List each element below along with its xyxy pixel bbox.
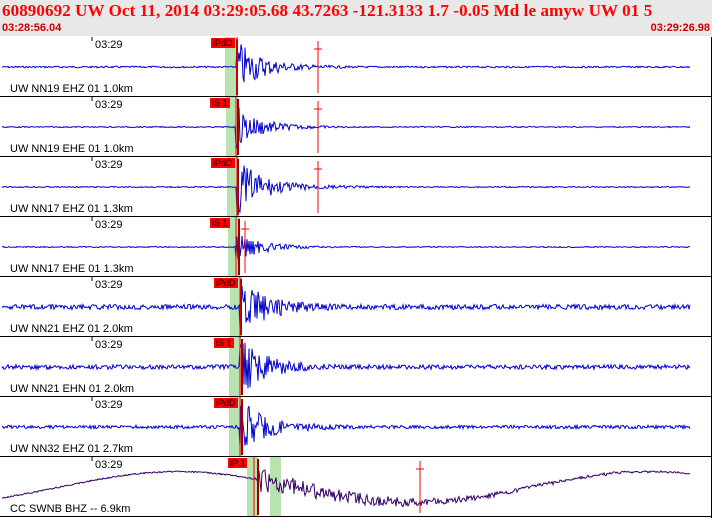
pick-label: iS 1 (210, 98, 230, 108)
event-title: 60890692 UW Oct 11, 2014 03:29:05.68 43.… (2, 1, 653, 20)
time-tick-label: 03:29 (95, 39, 123, 51)
channel-label: CC SWNB BHZ -- 6.9km (10, 503, 131, 515)
window-end-time: 03:29:26.98 (650, 22, 710, 34)
waveform-trace (1, 235, 691, 260)
pick-label: iP 1 (228, 458, 248, 468)
pick-label: iPdD (214, 278, 238, 288)
waveform-trace (1, 107, 691, 149)
waveform-trace (1, 469, 691, 508)
time-tick-label: 03:29 (95, 99, 123, 111)
waveform-trace (1, 342, 691, 389)
pick-window-shade (225, 37, 237, 97)
waveform-trace (1, 165, 691, 214)
time-tick-label: 03:29 (95, 219, 123, 231)
pick-label: iPdD (211, 158, 235, 168)
time-tick-label: 03:29 (95, 159, 123, 171)
time-tick-label: 03:29 (95, 399, 123, 411)
pick-window-shade (270, 457, 281, 517)
time-tick-label: 03:29 (95, 459, 123, 471)
pick-label: iPdD (211, 38, 235, 48)
channel-label: UW NN19 EHZ 01 1.0km (10, 83, 133, 95)
channel-label: UW NN17 EHZ 01 1.3km (10, 203, 133, 215)
time-tick-label: 03:29 (95, 279, 123, 291)
channel-label: UW NN19 EHE 01 1.0km (10, 143, 134, 155)
waveform-trace (1, 405, 691, 447)
channel-label: UW NN17 EHE 01 1.3km (10, 263, 134, 275)
waveform-trace (1, 285, 691, 329)
pick-label: iS 1 (210, 218, 230, 228)
pick-window-shade (247, 457, 258, 517)
channel-label: UW NN21 EHN 01 2.0km (10, 383, 135, 395)
time-tick-label: 03:29 (95, 339, 123, 351)
seismogram-panel[interactable]: 03:29 UW NN19 EHZ 01 1.0km iPdD 03:29 UW NN1… (0, 37, 712, 518)
pick-label: iS 1 (214, 338, 234, 348)
pick-window-shade (229, 337, 241, 397)
channel-label: UW NN21 EHZ 01 2.0km (10, 323, 133, 335)
pick-window-shade (230, 277, 242, 337)
waveform-trace (1, 44, 691, 83)
trace-canvas[interactable] (0, 37, 712, 518)
pick-label: iPdD (214, 398, 238, 408)
channel-label: UW NN32 EHZ 01 2.7km (10, 443, 133, 455)
header-bar: 60890692 UW Oct 11, 2014 03:29:05.68 43.… (0, 0, 712, 36)
window-start-time: 03:28:56.04 (2, 22, 62, 34)
